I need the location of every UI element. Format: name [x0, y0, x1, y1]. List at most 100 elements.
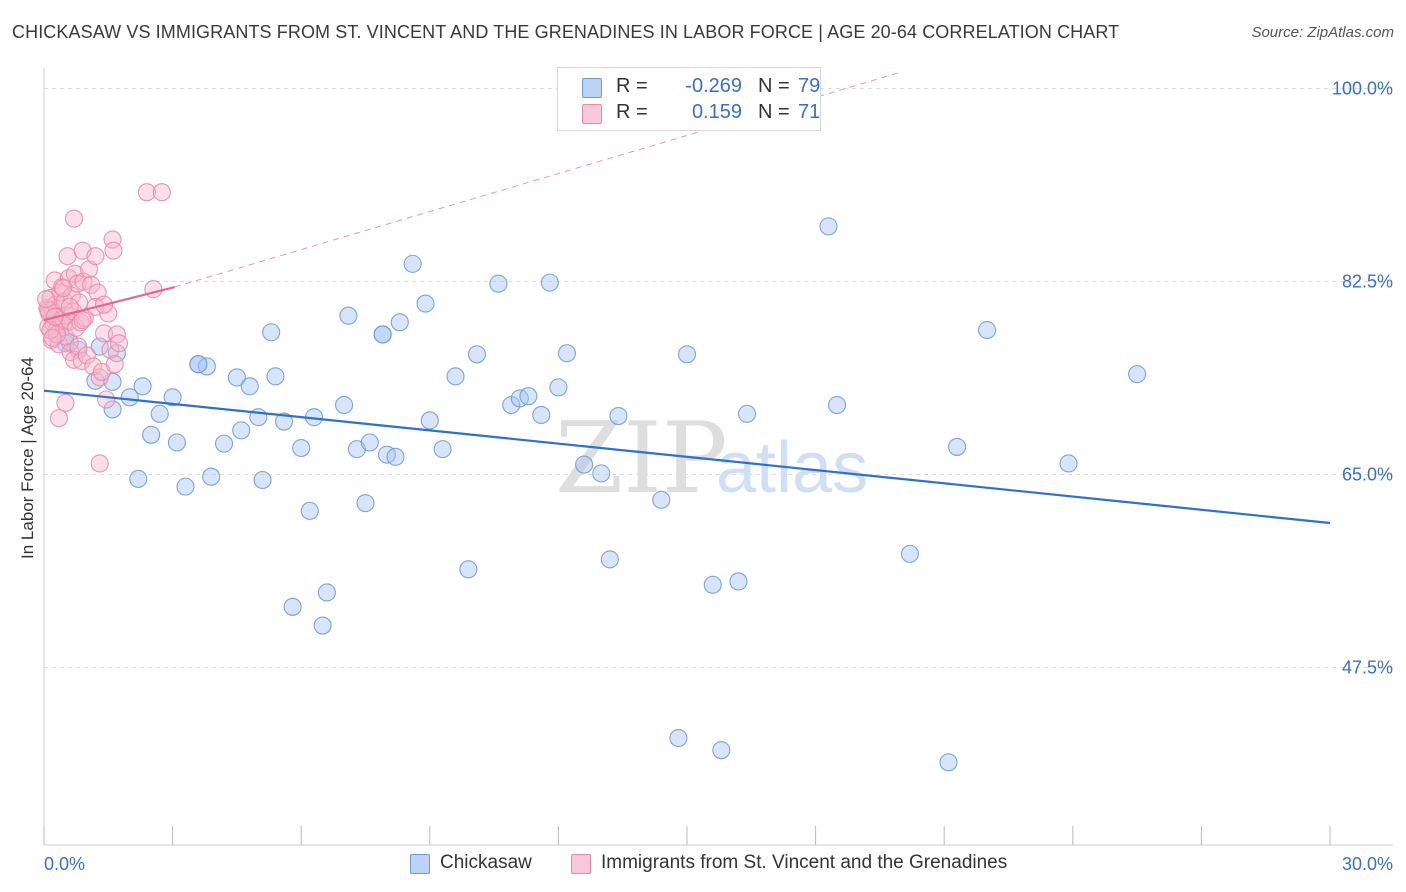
trendline-chickasaw [43, 389, 1331, 525]
data-point-chickasaw [712, 741, 731, 760]
data-point-chickasaw [176, 477, 195, 496]
data-point-immigrants [64, 209, 84, 228]
data-point-chickasaw [652, 490, 671, 509]
data-point-chickasaw [540, 273, 559, 292]
data-point-chickasaw [420, 411, 439, 430]
data-point-immigrants [58, 247, 77, 266]
chart-source: Source: ZipAtlas.com [1251, 24, 1394, 41]
data-point-chickasaw [939, 753, 958, 772]
data-point-chickasaw [163, 388, 182, 407]
x-tick-label: 0.0% [44, 854, 85, 874]
legend-swatch-pink [582, 104, 602, 124]
legend-swatch-blue [582, 78, 602, 98]
data-point-chickasaw [549, 378, 568, 397]
data-point-chickasaw [557, 344, 577, 363]
legend-label: Chickasaw [440, 852, 532, 873]
data-point-immigrants [54, 279, 73, 298]
legend-label: Immigrants from St. Vincent and the Gren… [601, 852, 1008, 873]
data-point-chickasaw [262, 323, 281, 342]
data-point-chickasaw [232, 421, 251, 440]
data-point-chickasaw [532, 405, 551, 424]
data-point-chickasaw [900, 544, 919, 563]
data-point-immigrants [90, 454, 109, 473]
data-point-immigrants [86, 247, 105, 266]
data-point-chickasaw [292, 438, 311, 458]
data-point-chickasaw [703, 575, 722, 594]
data-point-chickasaw [275, 412, 294, 431]
y-tick-label: 82.5% [1342, 272, 1393, 292]
r-value: -0.269 [685, 75, 742, 97]
data-point-chickasaw [266, 367, 285, 386]
data-point-chickasaw [283, 597, 302, 616]
data-point-chickasaw [609, 406, 628, 426]
data-point-immigrants [109, 334, 129, 353]
data-point-chickasaw [575, 455, 594, 474]
data-point-immigrants [94, 324, 114, 343]
data-point-immigrants [43, 328, 62, 347]
data-point-chickasaw [189, 355, 208, 374]
data-point-chickasaw [240, 377, 259, 396]
data-point-immigrants [104, 241, 123, 260]
data-point-immigrants [77, 346, 96, 365]
data-point-chickasaw [519, 387, 538, 406]
data-point-chickasaw [356, 494, 375, 513]
data-point-chickasaw [467, 345, 487, 364]
data-point-chickasaw [416, 294, 435, 313]
data-point-chickasaw [150, 404, 169, 423]
tick-labels: 47.5% 65.0% 82.5% 100.0% 0.0% 30.0% [44, 79, 1393, 874]
data-point-chickasaw [202, 467, 221, 486]
data-point-immigrants [37, 290, 56, 309]
chart-title: CHICKASAW VS IMMIGRANTS FROM ST. VINCENT… [12, 22, 1120, 42]
data-point-chickasaw [737, 404, 757, 423]
data-point-chickasaw [317, 583, 336, 602]
data-point-chickasaw [227, 368, 246, 387]
data-point-immigrants [84, 357, 103, 376]
n-label: N = [758, 101, 790, 123]
r-label: R = [616, 75, 648, 97]
series-chickasaw [56, 217, 1147, 772]
data-point-chickasaw [433, 440, 452, 459]
data-point-chickasaw [360, 433, 379, 452]
correlation-legend: R = -0.269 N = 79 R = 0.159 N = 71 [557, 67, 821, 131]
data-point-immigrants [105, 355, 124, 374]
data-point-chickasaw [459, 560, 478, 579]
data-point-chickasaw [313, 616, 332, 635]
data-point-chickasaw [167, 433, 186, 452]
data-point-chickasaw [978, 320, 997, 340]
trendline-immigrants [43, 285, 176, 322]
data-point-chickasaw [1128, 365, 1147, 384]
y-axis-label: In Labor Force | Age 20-64 [18, 357, 37, 559]
data-point-immigrants [56, 393, 75, 412]
data-point-immigrants [107, 325, 126, 344]
data-point-chickasaw [403, 254, 422, 273]
data-point-chickasaw [390, 313, 409, 332]
data-point-immigrants [60, 297, 79, 316]
series-immigrants [37, 183, 171, 473]
data-point-chickasaw [386, 447, 405, 466]
n-value: 71 [798, 101, 821, 123]
n-label: N = [758, 75, 790, 97]
data-point-chickasaw [214, 434, 234, 453]
data-point-chickasaw [489, 274, 508, 293]
data-point-immigrants [49, 409, 69, 428]
data-point-immigrants [144, 280, 163, 299]
r-value: 0.159 [691, 101, 742, 123]
axes [43, 68, 1393, 846]
series-legend: Chickasaw Immigrants from St. Vincent an… [0, 852, 1406, 878]
data-point-chickasaw [120, 388, 139, 407]
data-point-chickasaw [669, 728, 688, 748]
legend-swatch-pink [571, 854, 591, 874]
data-point-immigrants [73, 311, 92, 330]
data-point-chickasaw [729, 572, 748, 591]
data-point-chickasaw [129, 469, 148, 488]
data-point-chickasaw [819, 217, 838, 236]
x-tick-label: 30.0% [1342, 854, 1393, 874]
data-point-chickasaw [827, 395, 847, 415]
y-tick-label: 47.5% [1342, 657, 1393, 677]
data-point-immigrants [137, 183, 156, 202]
y-tick-label: 100.0% [1332, 79, 1393, 99]
data-point-chickasaw [948, 437, 967, 456]
data-point-chickasaw [373, 325, 392, 344]
data-point-chickasaw [142, 425, 161, 444]
